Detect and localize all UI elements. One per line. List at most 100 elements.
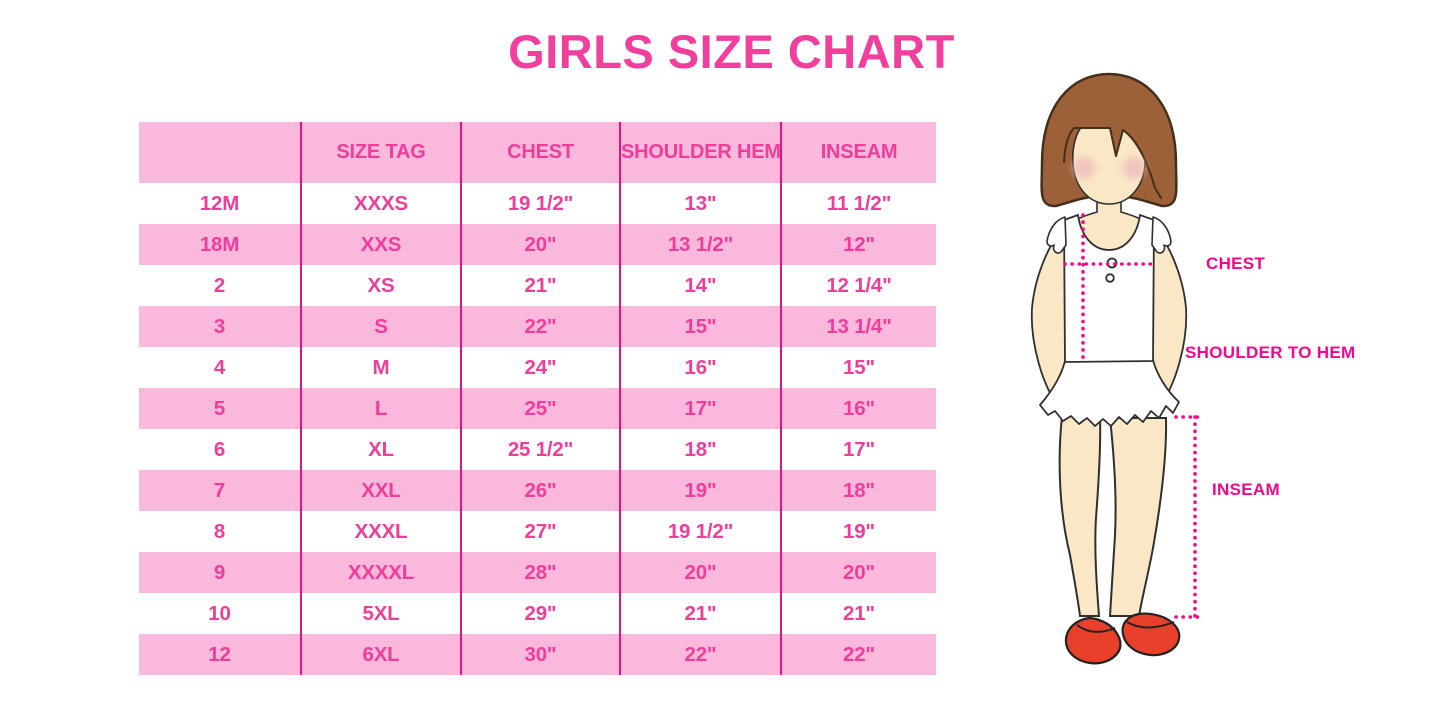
table-cell: XXXS [300, 183, 461, 224]
table-cell: 8 [213, 519, 226, 543]
inseam-label: INSEAM [1212, 480, 1280, 499]
right-leg [1108, 417, 1168, 617]
table-cell: 11 1/2" [780, 183, 936, 224]
left-leg [1058, 414, 1102, 617]
table-cell: 13 1/2" [619, 224, 781, 265]
table-cell: 14" [619, 265, 781, 306]
table-cell: 5XL [300, 593, 461, 634]
table-cell: 7 [213, 478, 226, 502]
table-cell: 19 1/2" [619, 511, 781, 552]
table-header-row: SIZE TAG CHEST SHOULDER HEM INSEAM [139, 122, 936, 183]
column-header-inseam: INSEAM [780, 122, 936, 183]
table-cell: 18M [199, 232, 240, 256]
table-row: 3 S 22" 15" 13 1/4" [139, 306, 936, 347]
table-cell: 6XL [300, 634, 461, 675]
bangs [1047, 78, 1171, 200]
table-cell: 16" [619, 347, 781, 388]
table-cell: 19" [780, 511, 936, 552]
table-cell: 9 [213, 560, 226, 584]
table-row: 18M XXS 20" 13 1/2" 12" [139, 224, 936, 265]
table-cell: 21" [780, 593, 936, 634]
table-row: 12 6XL 30" 22" 22" [139, 634, 936, 675]
table-cell: 20" [780, 552, 936, 593]
table-cell: 3 [213, 314, 226, 338]
table-cell: 30" [460, 634, 620, 675]
blush-right [1123, 157, 1145, 179]
table-cell: 27" [460, 511, 620, 552]
table-cell: 10 [208, 601, 231, 625]
shoulder-to-hem-label: SHOULDER TO HEM [1185, 343, 1356, 362]
table-cell: 6 [213, 437, 226, 461]
table-cell: 17" [619, 388, 781, 429]
table-cell: 16" [780, 388, 936, 429]
table-cell: XXXXL [300, 552, 461, 593]
table-cell: 22" [619, 634, 781, 675]
table-row: 7 XXL 26" 19" 18" [139, 470, 936, 511]
table-cell: 28" [460, 552, 620, 593]
table-cell: S [300, 306, 461, 347]
table-cell: 25" [460, 388, 620, 429]
table-row: 9 XXXXL 28" 20" 20" [139, 552, 936, 593]
chest-label: CHEST [1206, 254, 1266, 273]
table-row: 4 M 24" 16" 15" [139, 347, 936, 388]
table-cell: 12" [780, 224, 936, 265]
table-cell: 22" [780, 634, 936, 675]
left-shoe-strap [1076, 624, 1116, 633]
column-header-size-tag: SIZE TAG [300, 122, 461, 183]
blush-left [1073, 157, 1095, 179]
table-row: 12M XXXS 19 1/2" 13" 11 1/2" [139, 183, 936, 224]
table-cell: 5 [213, 396, 226, 420]
button-bottom [1105, 273, 1115, 283]
table-row: 5 L 25" 17" 16" [139, 388, 936, 429]
table-cell: 22" [460, 306, 620, 347]
column-header-shoulder-hem: SHOULDER HEM [619, 122, 781, 183]
table-cell: 20" [619, 552, 781, 593]
table-cell: 26" [460, 470, 620, 511]
girl-drawing [1030, 72, 1205, 665]
left-shoe [1064, 616, 1122, 665]
left-shoulder-ruffle [1046, 216, 1067, 254]
table-cell: XXXL [300, 511, 461, 552]
table-cell: 17" [780, 429, 936, 470]
table-cell: 13" [619, 183, 781, 224]
table-cell: XS [300, 265, 461, 306]
table-cell: 12 1/4" [780, 265, 936, 306]
table-row: 10 5XL 29" 21" 21" [139, 593, 936, 634]
table-cell: 12 [208, 642, 231, 666]
table-cell: L [300, 388, 461, 429]
size-chart-table: SIZE TAG CHEST SHOULDER HEM INSEAM 12M X… [139, 122, 936, 675]
table-cell: XXL [300, 470, 461, 511]
right-shoe-strap [1126, 621, 1175, 629]
girl-illustration: CHEST SHOULDER TO HEM INSEAM [990, 50, 1445, 695]
table-row: 8 XXXL 27" 19 1/2" 19" [139, 511, 936, 552]
table-cell: 19 1/2" [460, 183, 620, 224]
table-cell: 12M [199, 191, 240, 215]
table-cell: XL [300, 429, 461, 470]
table-cell: XXS [300, 224, 461, 265]
table-cell: 21" [619, 593, 781, 634]
table-cell: 4 [213, 355, 226, 379]
table-cell: 20" [460, 224, 620, 265]
table-cell: 24" [460, 347, 620, 388]
right-shoulder-ruffle [1151, 216, 1172, 254]
table-cell: 15" [619, 306, 781, 347]
table-cell: 18" [780, 470, 936, 511]
column-header-chest: CHEST [460, 122, 620, 183]
table-row: 2 XS 21" 14" 12 1/4" [139, 265, 936, 306]
table-cell: 2 [213, 273, 226, 297]
table-cell: 19" [619, 470, 781, 511]
table-cell: 13 1/4" [780, 306, 936, 347]
column-header-size [139, 122, 301, 183]
page-title: GIRLS SIZE CHART [508, 25, 955, 78]
bangs-edge [1063, 127, 1162, 199]
table-cell: 15" [780, 347, 936, 388]
table-cell: 21" [460, 265, 620, 306]
table-cell: 29" [460, 593, 620, 634]
table-cell: M [300, 347, 461, 388]
right-shoe [1121, 612, 1181, 657]
skirt [1039, 359, 1180, 427]
table-cell: 25 1/2" [460, 429, 620, 470]
table-cell: 18" [619, 429, 781, 470]
table-row: 6 XL 25 1/2" 18" 17" [139, 429, 936, 470]
